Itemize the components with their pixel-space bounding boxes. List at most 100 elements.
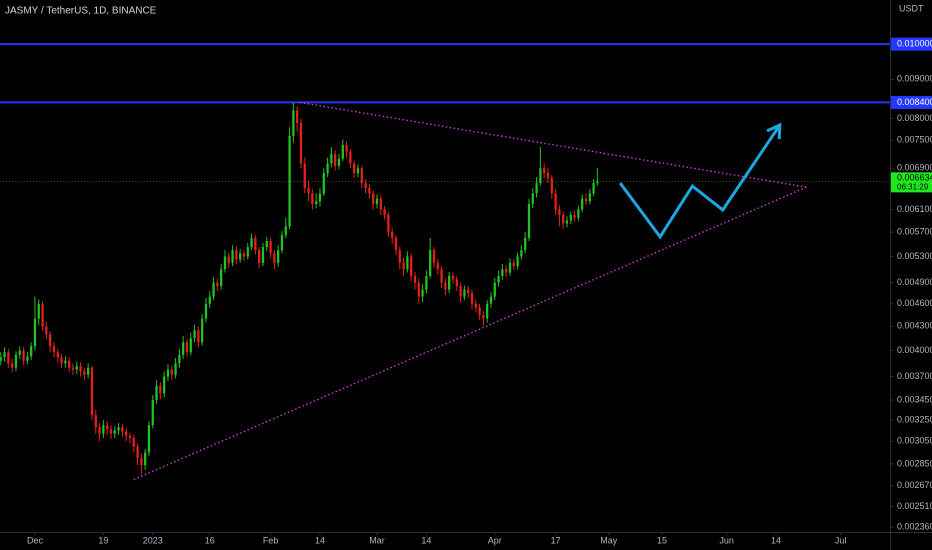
x-tick-label: Jun — [719, 535, 734, 545]
candle-body — [166, 369, 170, 377]
x-tick-label: Jul — [835, 535, 847, 545]
candle-body — [227, 256, 230, 263]
candle-body — [265, 241, 268, 248]
candle-body — [558, 209, 561, 215]
candle-body — [125, 431, 128, 436]
candle-body — [429, 250, 432, 276]
candle-body — [402, 262, 405, 270]
candle-body — [60, 357, 63, 364]
y-tick-label: 0.003700 — [897, 371, 932, 381]
y-tick-label: 0.004600 — [897, 298, 932, 308]
candle-body — [87, 367, 90, 375]
candle-body — [368, 188, 371, 194]
candle-body — [543, 168, 546, 174]
plot-area — [0, 43, 890, 481]
candle-body — [299, 122, 303, 164]
candle-body — [311, 193, 314, 204]
candle-body — [482, 314, 485, 319]
candle-body — [535, 183, 538, 194]
price-label-box — [891, 95, 932, 109]
price-label: 0.008400 — [897, 97, 932, 107]
candle-body — [565, 220, 569, 224]
candle-body — [292, 110, 295, 136]
candle-body — [208, 296, 211, 304]
price-label-box — [891, 37, 932, 51]
x-tick-label: Feb — [263, 535, 279, 545]
x-tick-label: Apr — [488, 535, 502, 545]
candle-body — [360, 168, 363, 184]
candle-body — [155, 385, 158, 401]
candle-body — [193, 330, 196, 339]
candle-body — [33, 318, 37, 347]
y-tick-label: 0.005700 — [897, 226, 932, 236]
y-tick-label: 0.006100 — [897, 204, 932, 214]
candle-body — [596, 181, 599, 184]
candle-body — [467, 289, 470, 294]
price-unit: USDT — [899, 3, 924, 13]
candle-body — [14, 354, 18, 368]
candle-body — [296, 110, 299, 123]
candle-body — [524, 238, 527, 251]
candle-body — [174, 363, 177, 375]
candle-body — [79, 365, 82, 372]
x-tick-label: 19 — [98, 535, 108, 545]
candle-body — [49, 334, 52, 347]
candle-body — [11, 363, 14, 368]
candle-body — [163, 376, 166, 394]
candle-body — [569, 214, 572, 221]
candle-body — [204, 303, 208, 319]
candle-body — [117, 427, 120, 431]
candle-body — [353, 163, 356, 174]
x-tick-label: 14 — [771, 535, 781, 545]
y-tick-label: 0.005300 — [897, 251, 932, 261]
candle-body — [444, 282, 447, 290]
candle-body — [379, 198, 382, 210]
x-tick-label: Mar — [369, 535, 385, 545]
candle-body — [37, 303, 40, 319]
candle-body — [337, 158, 341, 166]
candle-body — [318, 193, 322, 202]
candle-body — [539, 168, 542, 184]
candle-body — [269, 241, 272, 254]
candle-body — [330, 153, 333, 164]
candle-body — [394, 238, 398, 251]
candle-body — [334, 153, 337, 166]
candle-body — [261, 247, 265, 263]
candle-body — [170, 369, 173, 375]
candle-body — [349, 151, 352, 164]
candle-body — [140, 458, 143, 466]
y-tick-label: 0.003450 — [897, 394, 932, 404]
candle-body — [109, 429, 113, 434]
candle-body — [212, 282, 215, 297]
candle-body — [197, 330, 200, 343]
candle-body — [280, 235, 284, 251]
candle-body — [246, 247, 249, 257]
candle-body — [413, 275, 417, 283]
countdown-label: 06:31:29 — [897, 182, 929, 191]
candle-body — [254, 238, 257, 251]
price-label: 0.010000 — [897, 38, 932, 48]
candle-body — [56, 352, 59, 358]
candle-body — [102, 425, 105, 434]
y-tick-label: 0.002850 — [897, 458, 932, 468]
candle-body — [383, 209, 386, 215]
candle-body — [391, 232, 394, 239]
candle-body — [71, 367, 75, 370]
candle-body — [588, 193, 591, 202]
candle-body — [231, 250, 234, 263]
candle-body — [440, 269, 443, 283]
candle-body — [239, 253, 242, 260]
candle-body — [307, 188, 310, 194]
candle-body — [398, 250, 401, 263]
candle-body — [584, 198, 588, 202]
candle-body — [554, 193, 557, 210]
candle-body — [250, 238, 253, 248]
candle-body — [220, 269, 223, 287]
x-tick-label: May — [600, 535, 618, 545]
candle-body — [322, 173, 325, 194]
candle-body — [75, 365, 78, 370]
x-tick-label: Dec — [27, 535, 44, 545]
candle-body — [45, 326, 48, 335]
candle-body — [52, 346, 56, 353]
